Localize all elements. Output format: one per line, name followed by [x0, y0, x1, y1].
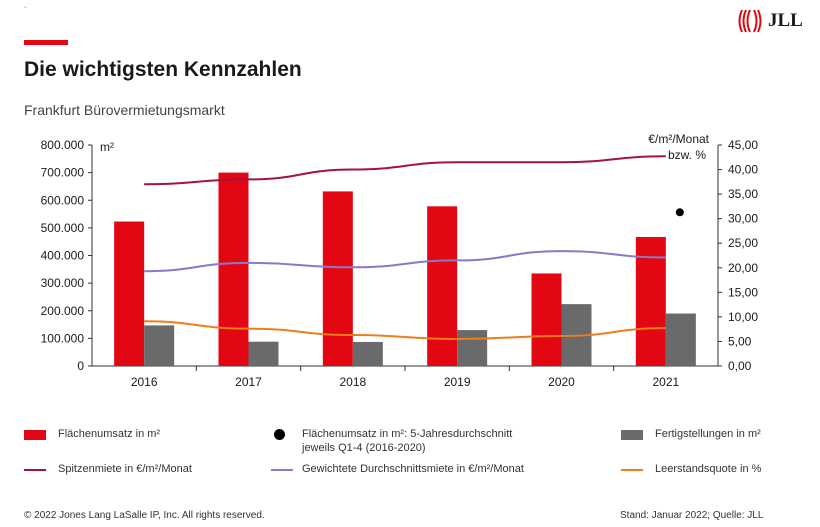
bar-flaechenumsatz-2020 [531, 273, 562, 366]
bar-flaechenumsatz-2018 [322, 191, 353, 366]
x-axis-label-2021: 2021 [652, 375, 679, 389]
legend-label-spitzen: Spitzenmiete in €/m²/Monat [58, 463, 192, 475]
left-axis-tick-label: 800.000 [41, 138, 85, 152]
left-axis-tick-label: 300.000 [41, 276, 85, 290]
accent-bar [24, 40, 68, 45]
left-axis-tick-label: 100.000 [41, 331, 85, 345]
right-axis-tick-label: 5,00 [728, 334, 752, 348]
legend-label-avg-2: jeweils Q1-4 (2016-2020) [302, 442, 426, 454]
legend-label-avg-1: Flächenumsatz in m²: 5-Jahresdurchschnit… [302, 428, 513, 440]
x-axis-label-2017: 2017 [235, 375, 262, 389]
x-axis-label-2018: 2018 [339, 375, 366, 389]
right-axis-tick-label: 20,00 [728, 261, 758, 275]
bar-flaechenumsatz-2016 [114, 221, 145, 366]
legend-label-durchschnitt: Gewichtete Durchschnittsmiete in €/m²/Mo… [302, 463, 524, 475]
right-axis-tick-label: 35,00 [728, 187, 758, 201]
x-axis-label-2016: 2016 [131, 375, 158, 389]
legend-label-fertig: Fertigstellungen in m² [655, 428, 761, 440]
right-axis-tick-label: 45,00 [728, 138, 758, 152]
x-axis-label-2019: 2019 [444, 375, 471, 389]
legend-swatch-fertig [621, 430, 643, 440]
x-axis-label-2020: 2020 [548, 375, 575, 389]
right-axis-tick-label: 25,00 [728, 236, 758, 250]
line-durchschnittsmiete [144, 250, 666, 273]
left-axis-tick-label: 600.000 [41, 193, 85, 207]
right-axis-tick-label: 15,00 [728, 285, 758, 299]
right-axis-unit-1: €/m²/Monat [648, 132, 709, 146]
bar-fertigstellungen-2017 [248, 341, 279, 366]
chart: 0 100.000 200.000 300.000 400.000 500.000 600.… [41, 132, 759, 389]
bar-fertigstellungen-2019 [457, 330, 488, 366]
right-axis-tick-label: 0,00 [728, 359, 752, 373]
bar-flaechenumsatz-2017 [218, 172, 249, 366]
legend-swatch-umsatz [24, 430, 46, 440]
left-axis-tick-label: 500.000 [41, 221, 85, 235]
line-spitzenmiete [144, 155, 666, 186]
legend-swatch-avg [274, 429, 285, 440]
left-axis-tick-label: 700.000 [41, 166, 85, 180]
jll-logo [738, 9, 762, 33]
left-axis-unit: m² [100, 140, 114, 154]
legend-swatch-spitzen [24, 469, 46, 471]
source-text: Stand: Januar 2022; Quelle: JLL [620, 510, 764, 521]
stray-mark: ` [24, 6, 27, 15]
legend-label-leerstand: Leerstandsquote in % [655, 463, 762, 475]
left-axis-tick-label: 200.000 [41, 304, 85, 318]
page-subtitle: Frankfurt Bürovermietungsmarkt [24, 102, 225, 118]
legend-swatch-leerstand [621, 469, 643, 471]
bar-fertigstellungen-2018 [352, 341, 383, 366]
bar-flaechenumsatz-2021 [635, 236, 666, 366]
bar-flaechenumsatz-2019 [427, 206, 458, 366]
copyright-text: © 2022 Jones Lang LaSalle IP, Inc. All r… [24, 510, 265, 521]
right-axis-tick-label: 10,00 [728, 310, 758, 324]
legend-swatch-durchschnitt [271, 469, 293, 471]
right-axis-tick-label: 40,00 [728, 163, 758, 177]
bar-fertigstellungen-2021 [665, 313, 696, 366]
page-title: Die wichtigsten Kennzahlen [24, 58, 302, 81]
left-axis-tick-label: 0 [77, 359, 84, 373]
right-axis-unit-2: bzw. % [668, 148, 706, 162]
line-leerstandsquote [144, 320, 666, 340]
jll-logo-mark [738, 9, 762, 33]
left-axis-tick-label: 400.000 [41, 249, 85, 263]
marker-5-jahresdurchschnitt [675, 208, 684, 217]
right-axis-tick-label: 30,00 [728, 212, 758, 226]
jll-logo-text: JLL [768, 10, 803, 31]
legend-label-umsatz: Flächenumsatz in m² [58, 428, 161, 440]
bar-fertigstellungen-2016 [144, 325, 175, 366]
